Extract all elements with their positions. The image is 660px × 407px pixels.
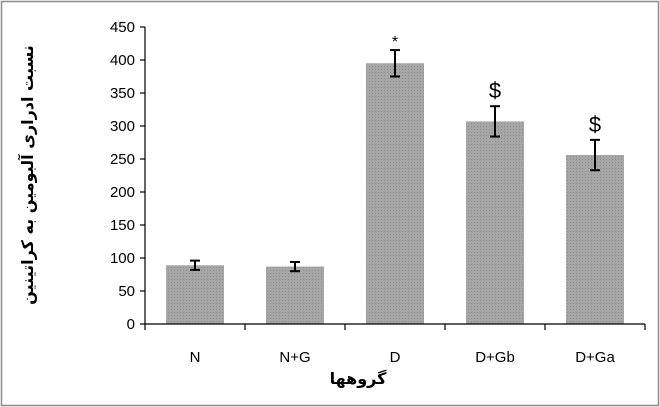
plot-area: N N+G * D $ D+Gb $ D+Ga 0 50 100 150 200 250 300 350 400…: [110, 19, 646, 366]
x-tick-label: D: [390, 349, 401, 366]
bar-d-gb: [466, 121, 524, 324]
y-tick-label: 0: [127, 316, 135, 333]
x-axis-title: گروهها: [330, 369, 388, 388]
significance-mark: $: [489, 78, 501, 103]
x-tick-label: N+G: [279, 349, 310, 366]
significance-mark: *: [392, 34, 398, 51]
y-tick-label: 150: [110, 217, 135, 234]
x-tick-label: D+Ga: [575, 349, 615, 366]
y-tick-label: 300: [110, 118, 135, 135]
y-tick-label: 100: [110, 250, 135, 267]
x-tick-label: N: [190, 349, 201, 366]
y-axis-title: نسبت ادراری آلبومین به کراتینین: [17, 45, 37, 305]
bar-d-ga: [566, 155, 624, 324]
y-tick-label: 350: [110, 85, 135, 102]
y-tick-label: 50: [118, 283, 135, 300]
significance-mark: $: [589, 112, 601, 137]
bar-n: [166, 265, 224, 324]
bar-d: [366, 63, 424, 325]
y-tick-label: 450: [110, 19, 135, 36]
x-tick-label: D+Gb: [475, 349, 515, 366]
bar-n-g: [266, 266, 324, 324]
y-tick-label: 400: [110, 52, 135, 69]
y-tick-label: 250: [110, 151, 135, 168]
y-tick-label: 200: [110, 184, 135, 201]
